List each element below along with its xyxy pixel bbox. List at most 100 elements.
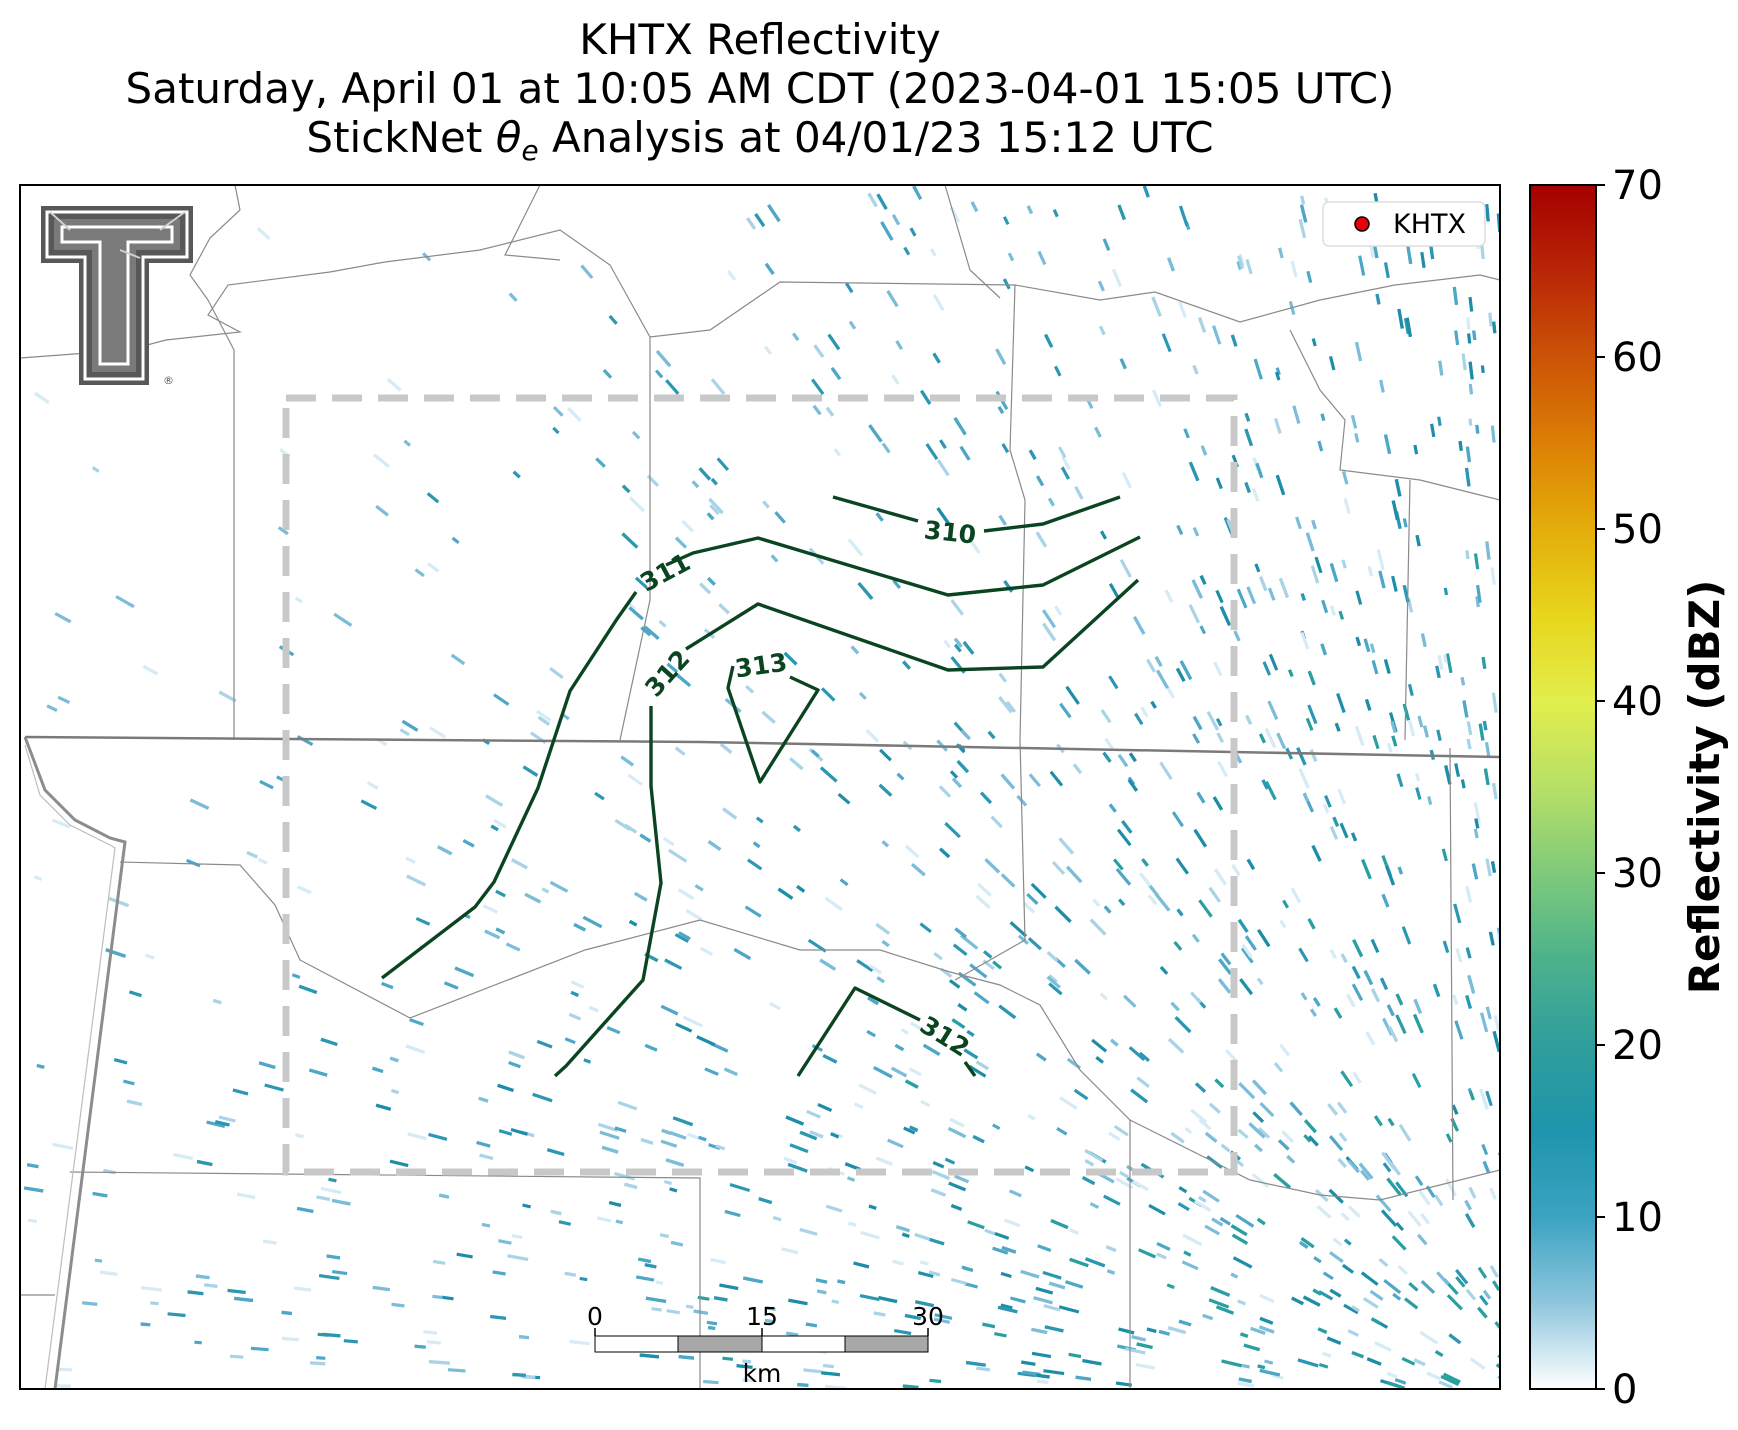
reflectivity-streak bbox=[1468, 1090, 1476, 1101]
reflectivity-streak bbox=[372, 1066, 384, 1074]
reflectivity-streak bbox=[1244, 412, 1251, 422]
reflectivity-streak bbox=[827, 333, 841, 351]
reflectivity-streak bbox=[932, 352, 941, 364]
reflectivity-streak bbox=[1215, 589, 1224, 604]
reflectivity-streak bbox=[805, 1322, 818, 1328]
reflectivity-streak bbox=[1053, 365, 1062, 377]
reflectivity-streak bbox=[522, 1203, 532, 1209]
reflectivity-streak bbox=[1048, 982, 1063, 996]
state-boundary-west-inner bbox=[24, 744, 116, 1389]
reflectivity-streak bbox=[1492, 1031, 1500, 1052]
reflectivity-streak bbox=[1352, 939, 1364, 958]
reflectivity-streak bbox=[1452, 286, 1459, 305]
reflectivity-streak bbox=[936, 459, 950, 477]
scale-segment bbox=[844, 1335, 929, 1353]
reflectivity-streak bbox=[708, 497, 724, 515]
reflectivity-streak bbox=[1028, 449, 1037, 460]
reflectivity-streak bbox=[969, 963, 988, 979]
reflectivity-streak bbox=[1059, 702, 1072, 719]
reflectivity-streak bbox=[1464, 1199, 1472, 1211]
reflectivity-streak bbox=[1273, 418, 1282, 434]
reflectivity-streak bbox=[428, 1360, 450, 1365]
reflectivity-streak bbox=[1253, 358, 1263, 380]
reflectivity-streak bbox=[1211, 325, 1222, 345]
reflectivity-streak bbox=[645, 1296, 667, 1303]
reflectivity-streak bbox=[719, 1283, 739, 1291]
reflectivity-streak bbox=[674, 746, 686, 756]
reflectivity-streak bbox=[510, 1127, 528, 1136]
reflectivity-layer bbox=[23, 185, 1500, 1389]
reflectivity-streak bbox=[1362, 1297, 1379, 1309]
reflectivity-streak bbox=[1105, 1245, 1117, 1253]
reflectivity-streak bbox=[1156, 1252, 1167, 1260]
reflectivity-streak bbox=[1388, 1026, 1399, 1043]
reflectivity-streak bbox=[1159, 761, 1173, 780]
reflectivity-streak bbox=[1307, 918, 1316, 930]
reflectivity-streak bbox=[372, 1285, 391, 1292]
reflectivity-streak bbox=[1381, 1151, 1396, 1170]
reflectivity-streak bbox=[580, 264, 594, 280]
reflectivity-streak bbox=[1054, 605, 1063, 616]
reflectivity-streak bbox=[677, 888, 695, 901]
reflectivity-streak bbox=[298, 984, 318, 995]
reflectivity-streak bbox=[1212, 796, 1224, 811]
reflectivity-streak bbox=[409, 1018, 424, 1027]
reflectivity-streak bbox=[1005, 701, 1017, 713]
reflectivity-streak bbox=[123, 1079, 135, 1086]
reflectivity-streak bbox=[783, 651, 798, 666]
reflectivity-streak bbox=[1148, 1203, 1166, 1216]
reflectivity-streak bbox=[1483, 768, 1490, 786]
reflectivity-streak bbox=[1303, 1134, 1312, 1143]
reflectivity-streak bbox=[375, 504, 389, 517]
reflectivity-streak bbox=[570, 980, 585, 989]
reflectivity-streak bbox=[792, 332, 800, 342]
reflectivity-streak bbox=[1276, 732, 1287, 750]
reflectivity-streak bbox=[1106, 1269, 1116, 1275]
reflectivity-streak bbox=[1327, 1103, 1338, 1116]
reflectivity-streak bbox=[1027, 937, 1042, 951]
reflectivity-streak bbox=[1262, 661, 1272, 676]
reflectivity-streak bbox=[1231, 1233, 1249, 1245]
colorbar-tick-label: 40 bbox=[1612, 679, 1663, 725]
reflectivity-streak bbox=[1395, 993, 1404, 1006]
reflectivity-streak bbox=[173, 1152, 194, 1161]
reflectivity-streak bbox=[1307, 704, 1318, 725]
reflectivity-streak bbox=[761, 710, 776, 724]
reflectivity-streak bbox=[943, 639, 952, 649]
reflectivity-streak bbox=[250, 1346, 269, 1352]
reflectivity-streak bbox=[1376, 549, 1385, 571]
reflectivity-streak bbox=[1272, 1374, 1284, 1380]
reflectivity-streak bbox=[1351, 965, 1361, 980]
reflectivity-streak bbox=[326, 1254, 341, 1260]
reflectivity-streak bbox=[493, 693, 510, 706]
reflectivity-streak bbox=[1465, 995, 1472, 1009]
reflectivity-streak bbox=[536, 1039, 553, 1049]
reflectivity-streak bbox=[140, 1286, 162, 1292]
reflectivity-streak bbox=[1475, 424, 1480, 434]
reflectivity-streak bbox=[1329, 1288, 1342, 1298]
reflectivity-streak bbox=[1022, 901, 1035, 914]
reflectivity-streak bbox=[187, 1290, 204, 1296]
reflectivity-streak bbox=[1347, 1159, 1360, 1174]
reflectivity-streak bbox=[1482, 1160, 1491, 1174]
reflectivity-streak bbox=[902, 1384, 919, 1389]
reflectivity-streak bbox=[375, 1103, 392, 1111]
reflectivity-streak bbox=[819, 958, 837, 971]
reflectivity-streak bbox=[1150, 700, 1157, 709]
reflectivity-streak bbox=[1117, 753, 1129, 768]
reflectivity-streak bbox=[423, 1330, 438, 1335]
reflectivity-streak bbox=[762, 500, 770, 509]
reflectivity-streak bbox=[1245, 714, 1253, 725]
reflectivity-streak bbox=[1183, 428, 1190, 439]
reflectivity-streak bbox=[933, 1317, 951, 1324]
reflectivity-streak bbox=[1434, 1350, 1444, 1357]
reflectivity-streak bbox=[360, 799, 378, 811]
reflectivity-streak bbox=[258, 1061, 276, 1070]
reflectivity-streak bbox=[868, 424, 883, 443]
reflectivity-streak bbox=[1001, 443, 1010, 454]
reflectivity-streak bbox=[189, 798, 210, 810]
contour-label-313: 313 bbox=[733, 648, 789, 684]
reflectivity-streak bbox=[1188, 604, 1201, 624]
reflectivity-streak bbox=[1042, 622, 1057, 642]
reflectivity-streak bbox=[1237, 1381, 1255, 1388]
